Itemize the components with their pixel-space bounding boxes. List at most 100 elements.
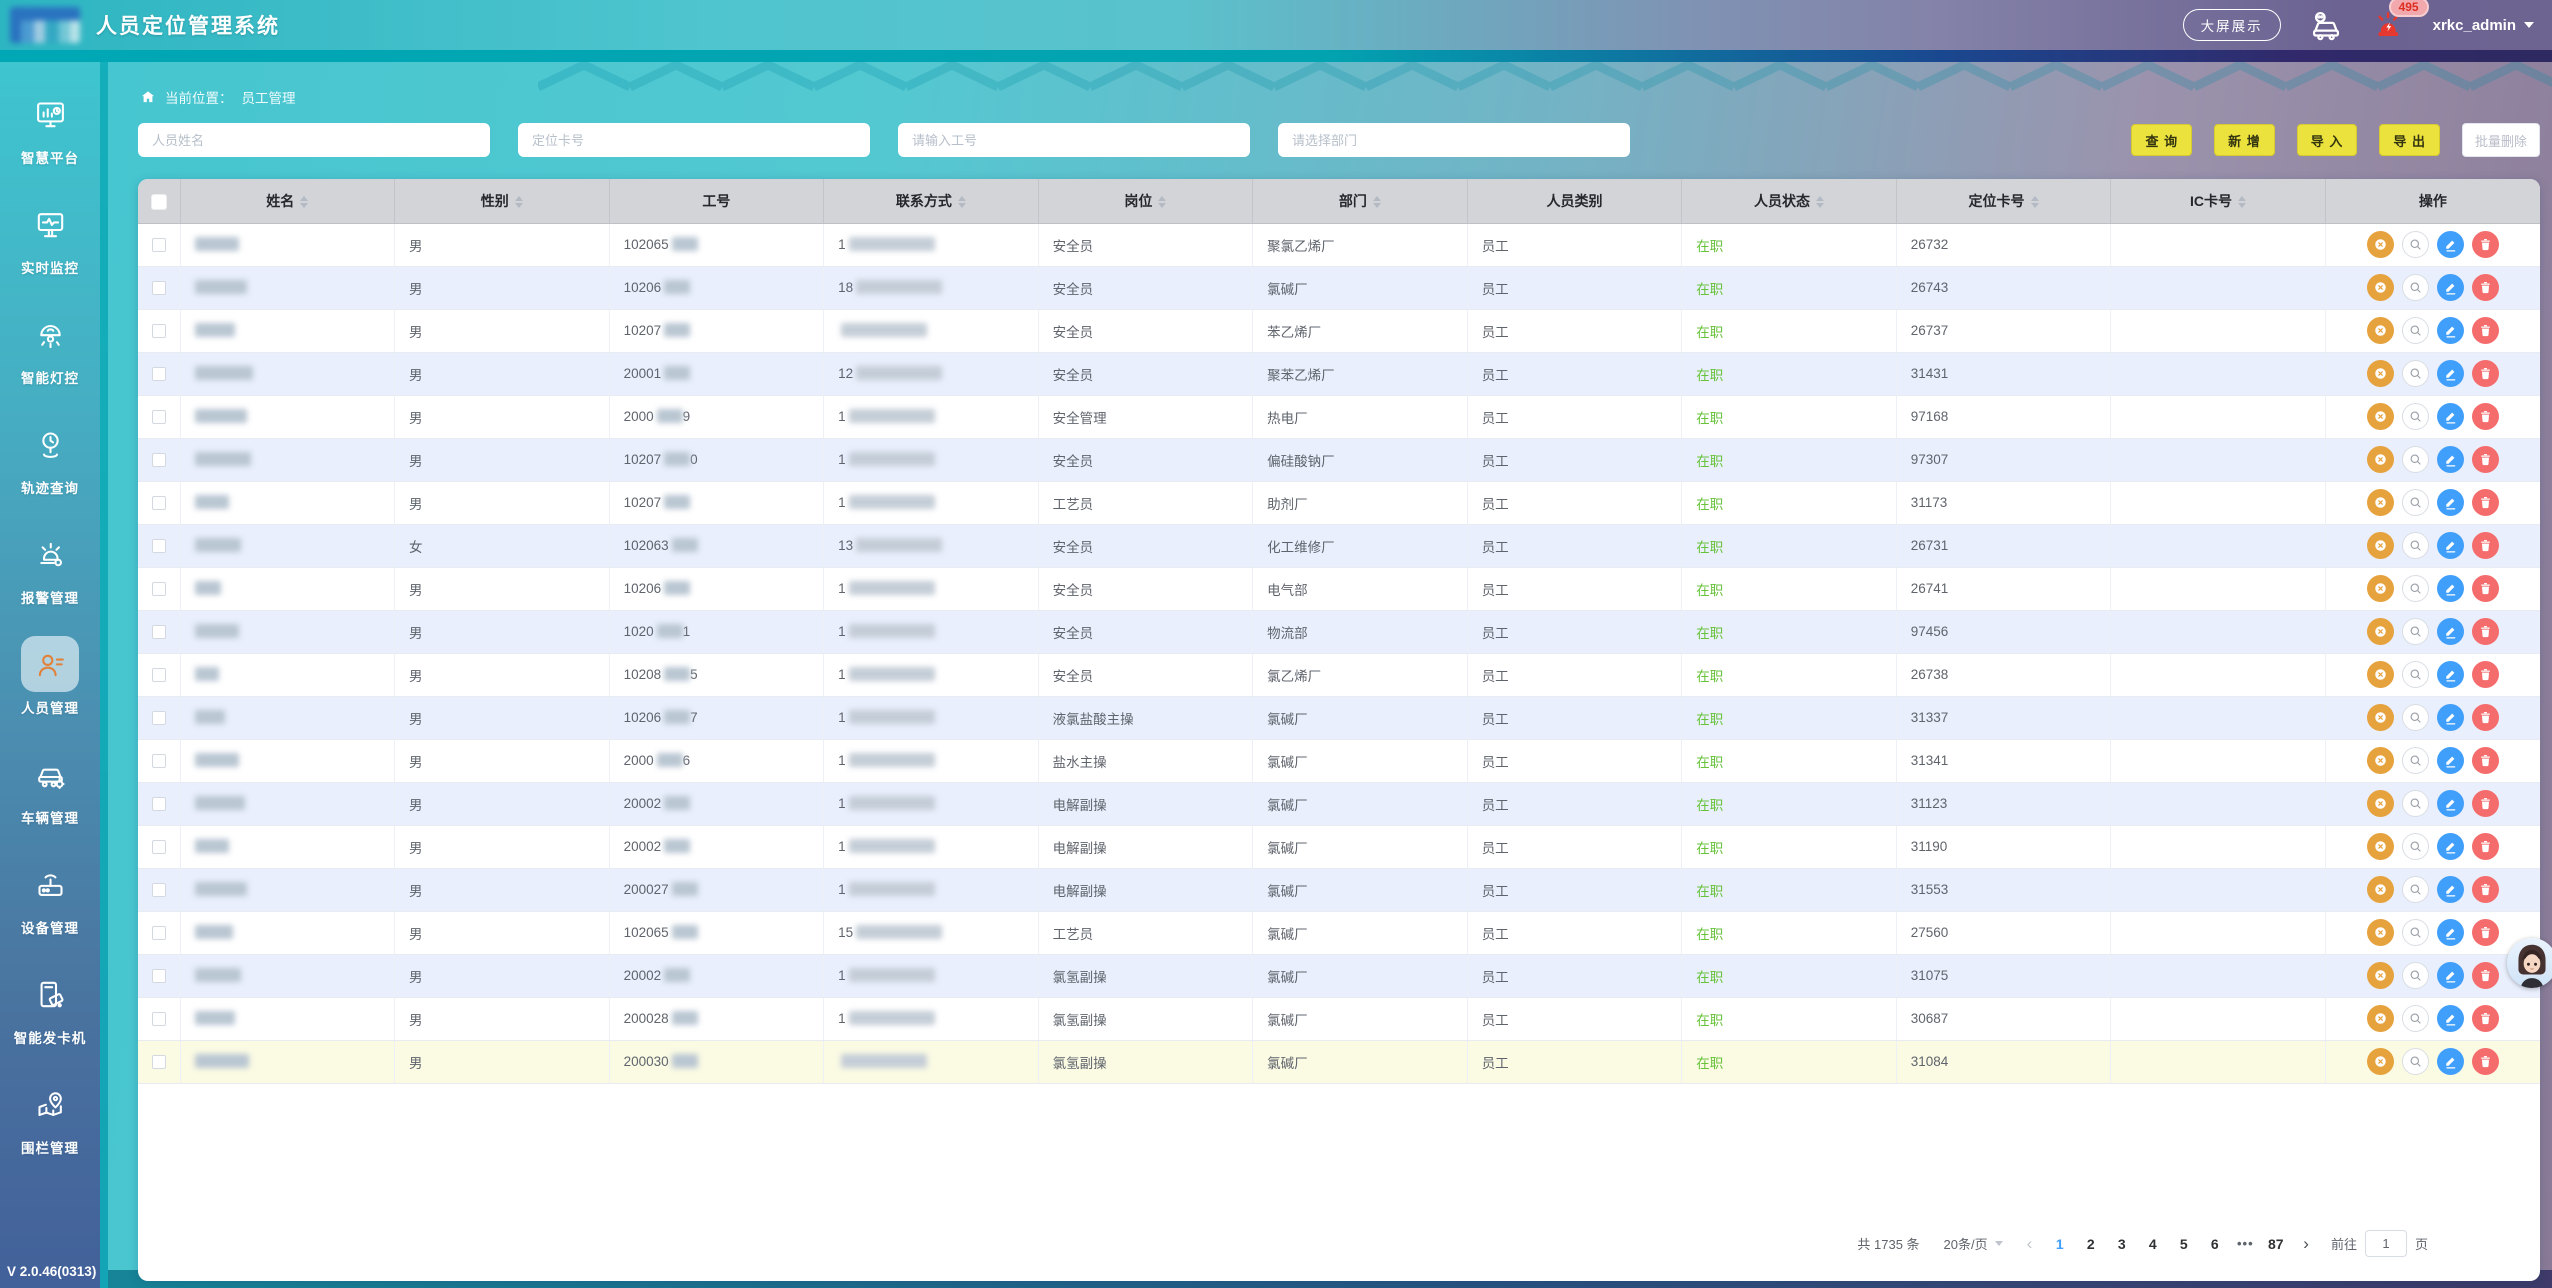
page-button-3[interactable]: 3: [2108, 1236, 2135, 1252]
row-checkbox[interactable]: [151, 367, 166, 382]
sort-caret-icon[interactable]: [300, 196, 309, 209]
department-select[interactable]: [1278, 123, 1630, 157]
sidebar-item-fence-manage[interactable]: 围栏管理: [14, 1076, 87, 1157]
view-button[interactable]: [2401, 919, 2429, 946]
location-card-input[interactable]: [518, 123, 870, 157]
delete-button[interactable]: [2471, 1048, 2499, 1075]
unbind-card-button[interactable]: [2366, 489, 2394, 516]
sort-caret-icon[interactable]: [514, 196, 523, 209]
sort-caret-icon[interactable]: [2238, 196, 2247, 209]
row-checkbox[interactable]: [151, 797, 166, 812]
row-checkbox[interactable]: [151, 883, 166, 898]
row-checkbox[interactable]: [151, 582, 166, 597]
delete-button[interactable]: [2471, 919, 2499, 946]
delete-button[interactable]: [2471, 231, 2499, 258]
user-menu[interactable]: xrkc_admin: [2433, 17, 2534, 34]
view-button[interactable]: [2401, 790, 2429, 817]
page-size-select[interactable]: 20条/页: [1944, 1234, 2003, 1253]
delete-button[interactable]: [2471, 661, 2499, 688]
view-button[interactable]: [2401, 661, 2429, 688]
unbind-card-button[interactable]: [2366, 790, 2394, 817]
edit-button[interactable]: [2436, 317, 2464, 344]
sort-caret-icon[interactable]: [2030, 196, 2039, 209]
edit-button[interactable]: [2436, 403, 2464, 430]
view-button[interactable]: [2401, 532, 2429, 559]
delete-button[interactable]: [2471, 1005, 2499, 1032]
delete-button[interactable]: [2471, 317, 2499, 344]
assistant-avatar[interactable]: [2507, 938, 2552, 988]
sort-caret-icon[interactable]: [1158, 196, 1167, 209]
unbind-card-button[interactable]: [2366, 532, 2394, 559]
batch-delete-button[interactable]: 批量删除: [2461, 123, 2540, 157]
edit-button[interactable]: [2436, 833, 2464, 860]
unbind-card-button[interactable]: [2366, 876, 2394, 903]
edit-button[interactable]: [2436, 790, 2464, 817]
vehicle-icon[interactable]: [2309, 10, 2343, 41]
delete-button[interactable]: [2471, 360, 2499, 387]
delete-button[interactable]: [2471, 833, 2499, 860]
unbind-card-button[interactable]: [2366, 317, 2394, 344]
column-header[interactable]: 性别: [394, 179, 610, 224]
edit-button[interactable]: [2436, 919, 2464, 946]
sidebar-item-alarm-manage[interactable]: 报警管理: [14, 526, 87, 607]
column-header[interactable]: 定位卡号: [1896, 179, 2112, 224]
row-checkbox[interactable]: [151, 668, 166, 683]
import-button[interactable]: 导 入: [2296, 124, 2358, 156]
unbind-card-button[interactable]: [2366, 618, 2394, 645]
sidebar-item-device-manage[interactable]: 设备管理: [14, 856, 87, 937]
work-no-input[interactable]: [898, 123, 1250, 157]
view-button[interactable]: [2401, 962, 2429, 989]
page-button-87[interactable]: 87: [2262, 1236, 2289, 1252]
unbind-card-button[interactable]: [2366, 661, 2394, 688]
view-button[interactable]: [2401, 403, 2429, 430]
view-button[interactable]: [2401, 833, 2429, 860]
view-button[interactable]: [2401, 274, 2429, 301]
edit-button[interactable]: [2436, 876, 2464, 903]
edit-button[interactable]: [2436, 274, 2464, 301]
delete-button[interactable]: [2471, 575, 2499, 602]
delete-button[interactable]: [2471, 489, 2499, 516]
page-button-1[interactable]: 1: [2046, 1236, 2073, 1252]
row-checkbox[interactable]: [151, 969, 166, 984]
view-button[interactable]: [2401, 704, 2429, 731]
sidebar-item-smart-platform[interactable]: 智慧平台: [14, 86, 87, 167]
unbind-card-button[interactable]: [2366, 360, 2394, 387]
unbind-card-button[interactable]: [2366, 704, 2394, 731]
edit-button[interactable]: [2436, 231, 2464, 258]
delete-button[interactable]: [2471, 962, 2499, 989]
view-button[interactable]: [2401, 489, 2429, 516]
column-header[interactable]: 姓名: [180, 179, 396, 224]
next-page-button[interactable]: ›: [2299, 1235, 2313, 1252]
unbind-card-button[interactable]: [2366, 274, 2394, 301]
sort-caret-icon[interactable]: [1372, 196, 1381, 209]
sidebar-item-track-query[interactable]: 轨迹查询: [14, 416, 87, 497]
row-checkbox[interactable]: [151, 1012, 166, 1027]
unbind-card-button[interactable]: [2366, 919, 2394, 946]
delete-button[interactable]: [2471, 403, 2499, 430]
page-ellipsis[interactable]: •••: [2236, 1236, 2254, 1251]
sidebar-item-card-machine[interactable]: 智能发卡机: [14, 966, 87, 1047]
row-checkbox[interactable]: [151, 238, 166, 253]
unbind-card-button[interactable]: [2366, 1048, 2394, 1075]
person-name-input[interactable]: [138, 123, 490, 157]
edit-button[interactable]: [2436, 1048, 2464, 1075]
edit-button[interactable]: [2436, 661, 2464, 688]
edit-button[interactable]: [2436, 532, 2464, 559]
unbind-card-button[interactable]: [2366, 833, 2394, 860]
search-button[interactable]: 查 询: [2131, 124, 2193, 156]
edit-button[interactable]: [2436, 489, 2464, 516]
sidebar-item-vehicle-manage[interactable]: 车辆管理: [14, 746, 87, 827]
prev-page-button[interactable]: ‹: [2023, 1235, 2037, 1252]
view-button[interactable]: [2401, 231, 2429, 258]
edit-button[interactable]: [2436, 446, 2464, 473]
select-all-checkbox[interactable]: [151, 194, 166, 209]
row-checkbox[interactable]: [151, 410, 166, 425]
export-button[interactable]: 导 出: [2379, 124, 2440, 156]
view-button[interactable]: [2401, 1048, 2429, 1075]
column-header[interactable]: 联系方式: [823, 179, 1039, 224]
edit-button[interactable]: [2436, 962, 2464, 989]
row-checkbox[interactable]: [151, 281, 166, 296]
delete-button[interactable]: [2471, 747, 2499, 774]
row-checkbox[interactable]: [151, 453, 166, 468]
edit-button[interactable]: [2436, 575, 2464, 602]
